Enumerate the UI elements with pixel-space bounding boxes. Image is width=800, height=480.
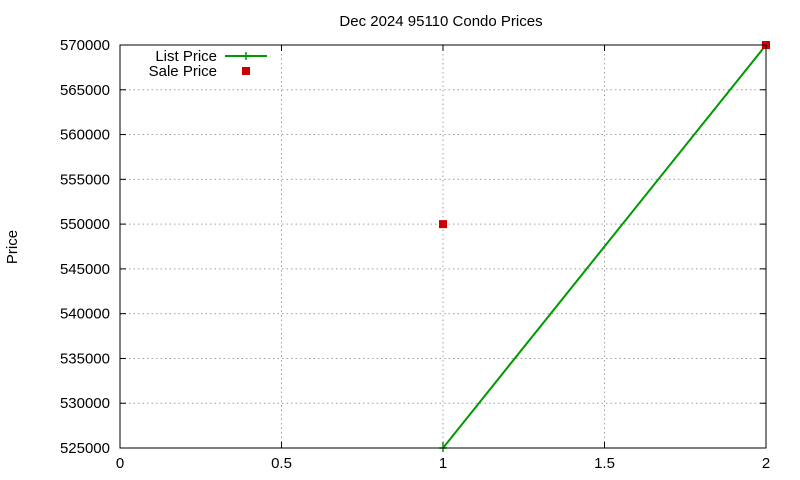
legend-label: Sale Price [149, 63, 217, 80]
y-tick-label: 530000 [60, 395, 110, 412]
data-series [439, 41, 770, 452]
sale-price-point [439, 220, 447, 229]
y-tick-label: 540000 [60, 306, 110, 323]
grid-lines [120, 45, 766, 448]
y-tick-label: 535000 [60, 350, 110, 367]
x-tick-label: 1 [439, 455, 447, 472]
x-tick-label: 0.5 [271, 455, 292, 472]
legend-square-sample [242, 67, 250, 75]
legend-label: List Price [155, 48, 217, 65]
list-price-line [442, 44, 767, 449]
plot-frame [119, 44, 767, 449]
y-axis-label: Price [4, 230, 21, 264]
x-tick-label: 1.5 [594, 455, 615, 472]
chart-title: Dec 2024 95110 Condo Prices [339, 13, 542, 30]
y-axis-ticks: 525000 530000 535000 540000 545000 550000 5550… [60, 37, 766, 457]
y-tick-label: 545000 [60, 261, 110, 278]
y-tick-label: 550000 [60, 216, 110, 233]
y-tick-label: 525000 [60, 440, 110, 457]
x-tick-label: 0 [116, 455, 124, 472]
x-tick-label: 2 [762, 455, 770, 472]
y-tick-label: 560000 [60, 127, 110, 144]
y-tick-label: 555000 [60, 171, 110, 188]
y-tick-label: 565000 [60, 82, 110, 99]
y-tick-label: 570000 [60, 37, 110, 54]
